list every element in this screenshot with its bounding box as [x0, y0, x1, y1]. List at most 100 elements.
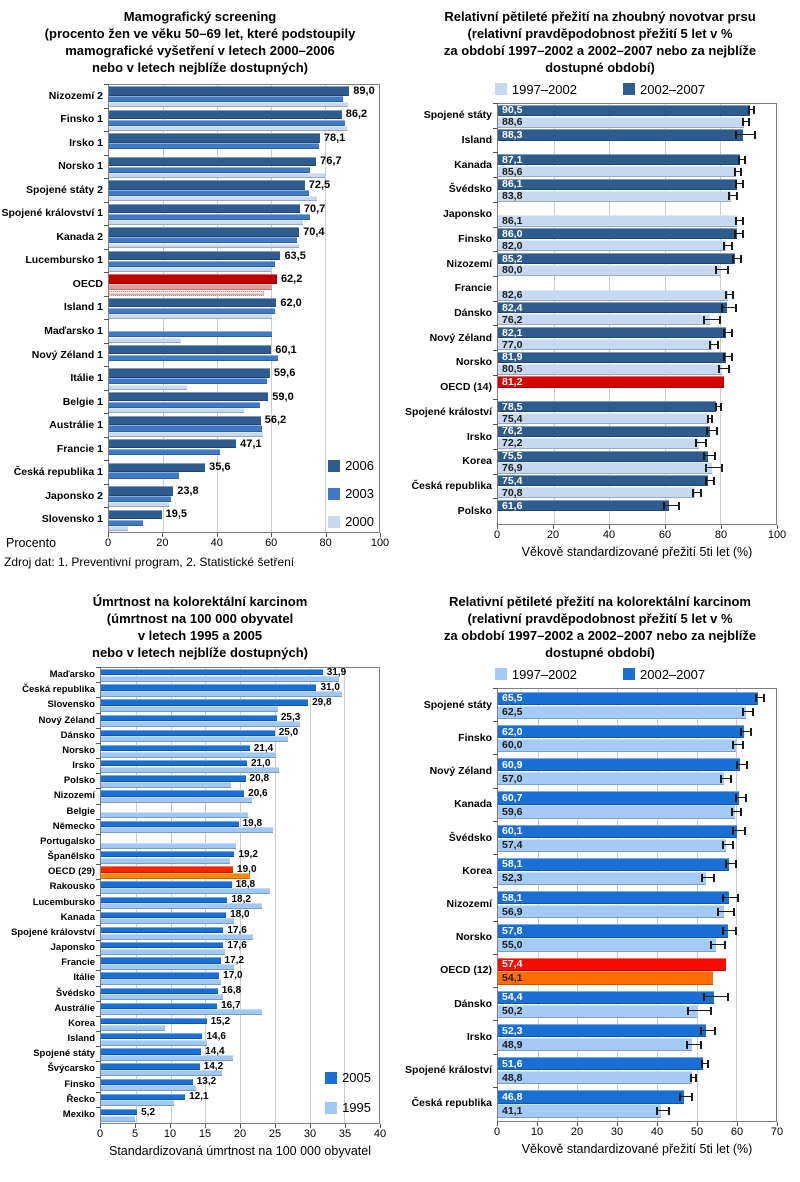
bar-row: 58,1 52,3	[493, 854, 776, 888]
bar-2002–2007	[498, 178, 738, 190]
x-tick-label: 30	[610, 1126, 624, 1138]
bar-2003	[109, 425, 262, 432]
bar-row: 19,5	[104, 507, 379, 532]
bar-2005	[101, 669, 323, 676]
bar-row: 19,0	[96, 864, 379, 880]
bar-row: 86,2	[104, 107, 379, 133]
value-label: 78,1	[323, 131, 346, 144]
x-axis-label: Věkově standardizované přežití 5ti let (…	[521, 545, 753, 559]
error-bar	[731, 254, 743, 263]
value-label: 15,2	[210, 1015, 231, 1027]
gridline	[309, 668, 311, 1123]
bar-1997–2002	[498, 1071, 692, 1085]
category-tick-mark	[104, 507, 109, 509]
legend-swatch	[623, 668, 635, 680]
bar-1997–2002	[498, 462, 712, 474]
bar-row: 20,8	[96, 773, 379, 789]
error-bar	[715, 266, 730, 275]
bar-2003	[109, 119, 346, 126]
category-label: Spojené státy	[423, 109, 492, 122]
gridline	[664, 104, 666, 524]
x-tick-mark	[777, 525, 778, 529]
bar-row: 60,1 57,4	[493, 820, 776, 855]
bar-row: 52,3 48,9	[493, 1020, 776, 1054]
value-label: 16,8	[221, 985, 242, 997]
value-label: 19,8	[242, 818, 263, 830]
bar-2002–2007	[498, 228, 738, 240]
error-bar	[686, 1007, 713, 1016]
category-label: Francie 1	[56, 442, 103, 455]
category-label: Irsko	[72, 760, 95, 772]
bar-row: 61,6	[493, 498, 776, 524]
value-label: 70,4	[303, 226, 325, 239]
legend-item: 1997–2002	[494, 667, 577, 682]
bar-2003	[109, 284, 273, 291]
bar-1997–2002	[498, 772, 725, 786]
bar-row: 82,1 77,0	[493, 325, 776, 351]
value-label: 85,6	[502, 165, 523, 178]
bar-row: 35,6	[104, 460, 379, 485]
bar-1995	[101, 721, 300, 728]
bar-row: 82,4 76,2	[493, 300, 776, 327]
category-label: Norsko 1	[58, 160, 103, 173]
bar-row: 85,2 80,0	[493, 251, 776, 277]
error-bar	[710, 940, 727, 949]
legend-swatch	[494, 668, 507, 680]
bar-2005	[101, 957, 221, 964]
bar-row: 75,4 70,8	[493, 473, 776, 500]
value-label: 13,2	[196, 1076, 217, 1088]
category-tick-mark	[493, 177, 498, 179]
bar-2003	[109, 401, 261, 408]
category-tick-mark	[96, 924, 101, 926]
category-labels: Nizozemí 2 Finsko 1 Irsko 1 Norsko 1 Spojené…	[0, 84, 108, 531]
value-label: 59,6	[273, 367, 296, 380]
category-tick-mark	[493, 787, 498, 789]
legend-top: 1997–2002 2002–2007	[400, 79, 800, 99]
error-bar	[731, 807, 743, 816]
bar-2006	[109, 180, 305, 190]
bar-2002–2007	[498, 1023, 706, 1038]
bar-row: 47,1	[104, 436, 379, 462]
category-tick-mark	[493, 721, 498, 723]
error-bar	[723, 241, 733, 250]
category-tick-mark	[104, 154, 109, 156]
bar-1997–2002	[498, 871, 706, 886]
bar-2003	[109, 237, 297, 244]
value-label: 87,1	[502, 153, 523, 166]
bar-1995	[101, 675, 340, 682]
error-bar	[656, 1107, 670, 1116]
value-label: 31,9	[326, 666, 347, 678]
x-tick-label: 20	[570, 1126, 584, 1138]
bar-2006	[109, 509, 162, 520]
bar-1997–2002	[498, 1037, 693, 1052]
x-axis-label-left: Procento	[6, 536, 57, 550]
error-bar	[690, 1073, 698, 1082]
category-label: Austrálie	[54, 1002, 95, 1014]
x-axis: 0 20 40 60 80 100 Procento	[6, 533, 389, 551]
bar-1995	[101, 751, 277, 758]
x-tick-label: 100	[370, 537, 390, 549]
chart-panel-mammography-screening: Mamografický screening (procento žen ve …	[0, 0, 400, 585]
bar-row: 25,3	[96, 712, 379, 729]
bar-1995	[101, 1085, 196, 1092]
bar-2006	[109, 250, 281, 261]
error-bar	[725, 291, 735, 300]
bar-2006	[109, 439, 237, 449]
x-tick-label: 20	[546, 529, 560, 541]
category-tick-mark	[96, 833, 101, 835]
category-label: Nový Zéland	[429, 765, 492, 778]
value-label: 18,0	[230, 909, 250, 921]
value-label: 60,7	[502, 791, 523, 804]
error-bar	[722, 926, 737, 935]
x-axis-label: Věkově standardizované přežití 5ti let (…	[521, 1142, 753, 1156]
x-tick-label: 0	[493, 1126, 501, 1138]
bar-row: 12,1	[96, 1091, 379, 1108]
category-label: Island	[67, 1033, 95, 1045]
bar-row: 18,2	[96, 894, 379, 911]
value-label: 86,0	[502, 227, 523, 240]
category-label: Nový Zéland	[429, 331, 492, 344]
value-label: 88,3	[502, 129, 523, 141]
category-tick-mark	[96, 727, 101, 729]
bar-2003	[109, 213, 311, 220]
bar-1995	[101, 903, 263, 910]
